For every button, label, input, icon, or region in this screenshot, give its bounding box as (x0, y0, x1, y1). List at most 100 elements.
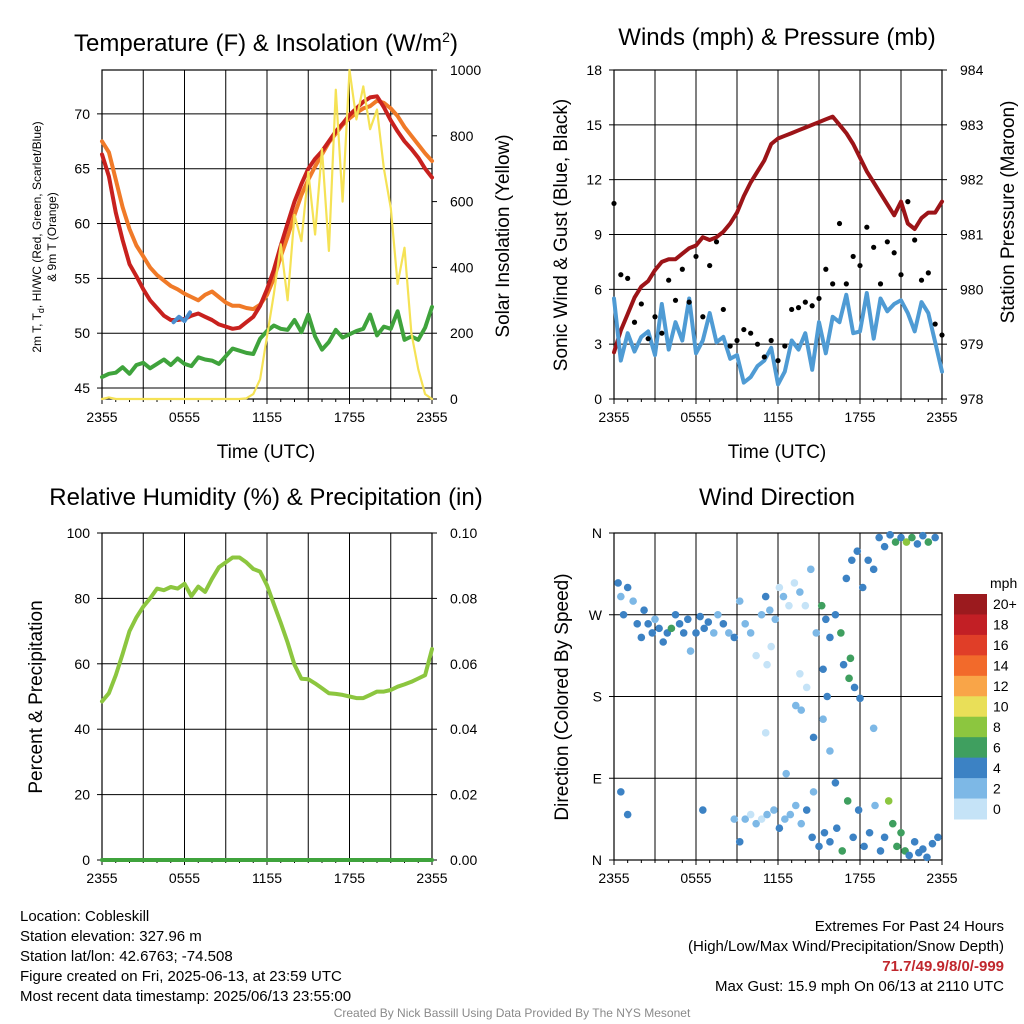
wind-direction-point (812, 629, 821, 637)
wind-direction-point (637, 633, 646, 642)
wind-direction-point (928, 839, 937, 848)
winds-gust-point (891, 250, 897, 256)
temperature-x-tick-label: 2355 (86, 409, 117, 425)
wind-direction-point (839, 660, 848, 669)
winds-x-tick-label: 2355 (926, 409, 957, 425)
wind-direction-point (761, 729, 770, 737)
wind-direction-point (802, 683, 811, 692)
temperature-y-tick-label: 55 (74, 270, 90, 286)
colorbar-label: 18 (993, 617, 1009, 633)
winds-gust-point (672, 297, 679, 303)
wind-direction-point (746, 629, 755, 637)
wind-direction-point (752, 651, 760, 660)
wind-direction-point (815, 842, 823, 851)
wind-direction-point (832, 824, 841, 833)
wind-direction-point (623, 583, 632, 592)
colorbar-swatch (954, 675, 987, 697)
wind-direction-point (696, 612, 704, 621)
speed-colorbar: mph 20+ 18 16 14 12 10 8 6 4 2 0 (954, 575, 1017, 820)
winds-gust-point (659, 330, 665, 336)
wind-direction-point (908, 533, 916, 542)
wind-direction-point (644, 620, 652, 628)
wind-direction-point (617, 592, 625, 601)
temperature-y-tick-label: 60 (74, 216, 90, 232)
temperature-series-1-line (100, 94, 434, 331)
wind-direction-x-tick-label: 1755 (844, 870, 875, 886)
wind-direction-point (730, 633, 739, 642)
winds-y-tick-label: 15 (586, 117, 602, 133)
wind-direction-point (767, 642, 775, 651)
wind-direction-point (808, 833, 816, 842)
wind-direction-point (831, 778, 840, 787)
humidity-series-0-line (100, 555, 434, 704)
wind-direction-point (860, 842, 868, 851)
colorbar-label: 20+ (993, 596, 1017, 612)
temperature-series-0-line (100, 98, 434, 312)
wind-direction-point (797, 819, 806, 828)
winds-y-tick-label: 9 (594, 227, 602, 243)
wind-direction-point (897, 533, 905, 542)
wind-direction-point (831, 610, 840, 619)
wind-direction-point (651, 615, 659, 624)
wind-direction-y-tick-label: E (593, 770, 602, 786)
wind-direction-point (785, 601, 793, 610)
humidity-x-tick-label: 1155 (252, 870, 282, 886)
winds-gust-point (782, 343, 788, 349)
temperature-x-tick-label: 1155 (252, 409, 282, 425)
winds-gust-point (905, 199, 911, 205)
winds-gust-point (761, 354, 767, 360)
wind-direction-panel: Wind Direction 2355 0555 1155 1755 2355 N E S W N… (552, 484, 1017, 886)
wind-direction-point (875, 533, 883, 542)
wind-direction-x-tick-label: 2355 (926, 870, 957, 886)
colorbar-swatch (954, 696, 987, 718)
wind-direction-point (735, 838, 744, 846)
extremes-info: Extremes For Past 24 Hours (High/Low/Max… (688, 917, 1004, 997)
wind-direction-point (817, 601, 826, 610)
most-recent-timestamp: Most recent data timestamp: 2025/06/13 2… (20, 988, 352, 1005)
temperature-y-tick-label: 45 (74, 380, 90, 396)
humidity-y-tick-label: 40 (74, 721, 90, 737)
wind-direction-point (880, 542, 889, 551)
colorbar-swatch (954, 757, 987, 779)
wind-direction-point (671, 610, 680, 619)
temperature-y-axis-label-line2: & 9m T (Orange) (45, 192, 59, 282)
wind-direction-point (856, 694, 864, 703)
humidity-y2-tick-label: 0.00 (450, 852, 477, 868)
pressure-y-axis-label: Station Pressure (Maroon) (998, 101, 1019, 324)
wind-direction-point (704, 618, 713, 626)
humidity-x-tick-label: 0555 (169, 870, 200, 886)
colorbar-swatch (954, 737, 987, 759)
temperature-x-axis-label: Time (UTC) (217, 442, 316, 463)
wind-direction-point (746, 810, 755, 819)
temperature-y2-tick-label: 800 (450, 128, 474, 144)
humidity-y-tick-label: 80 (74, 590, 90, 606)
wind-direction-point (752, 819, 760, 828)
winds-gust-point (754, 341, 761, 347)
wind-direction-point (763, 810, 771, 819)
winds-gust-point (741, 326, 747, 333)
extremes-values: 71.7/49.9/8/0/-999 (882, 958, 1004, 975)
wind-direction-point (771, 615, 780, 624)
extremes-heading: Extremes For Past 24 Hours (814, 918, 1004, 935)
station-info: Location: Cobleskill Station elevation: … (20, 907, 351, 1007)
extremes-legend: (High/Low/Max Wind/Precipitation/Snow De… (688, 938, 1004, 955)
wind-direction-point (807, 565, 815, 574)
wind-direction-point (858, 583, 867, 592)
humidity-y2-tick-label: 0.02 (450, 787, 477, 803)
winds-gust-point (727, 343, 733, 349)
colorbar-swatch (954, 594, 987, 615)
wind-direction-point (781, 815, 789, 823)
wind-direction-point (766, 606, 774, 615)
wind-direction-point (796, 669, 804, 678)
winds-gust-point (816, 295, 822, 302)
temperature-panel-title: Temperature (F) & Insolation (W/m2) (74, 29, 458, 57)
wind-direction-point (791, 701, 800, 710)
winds-gust-point (836, 220, 843, 227)
winds-gust-point (864, 224, 870, 230)
colorbar-label: 10 (993, 699, 1009, 715)
winds-gust-point (693, 253, 699, 260)
winds-y-tick-label: 6 (594, 281, 602, 297)
colorbar-label: 2 (993, 780, 1001, 796)
wind-direction-y-tick-label: N (592, 525, 602, 541)
winds-gust-point (652, 314, 658, 320)
